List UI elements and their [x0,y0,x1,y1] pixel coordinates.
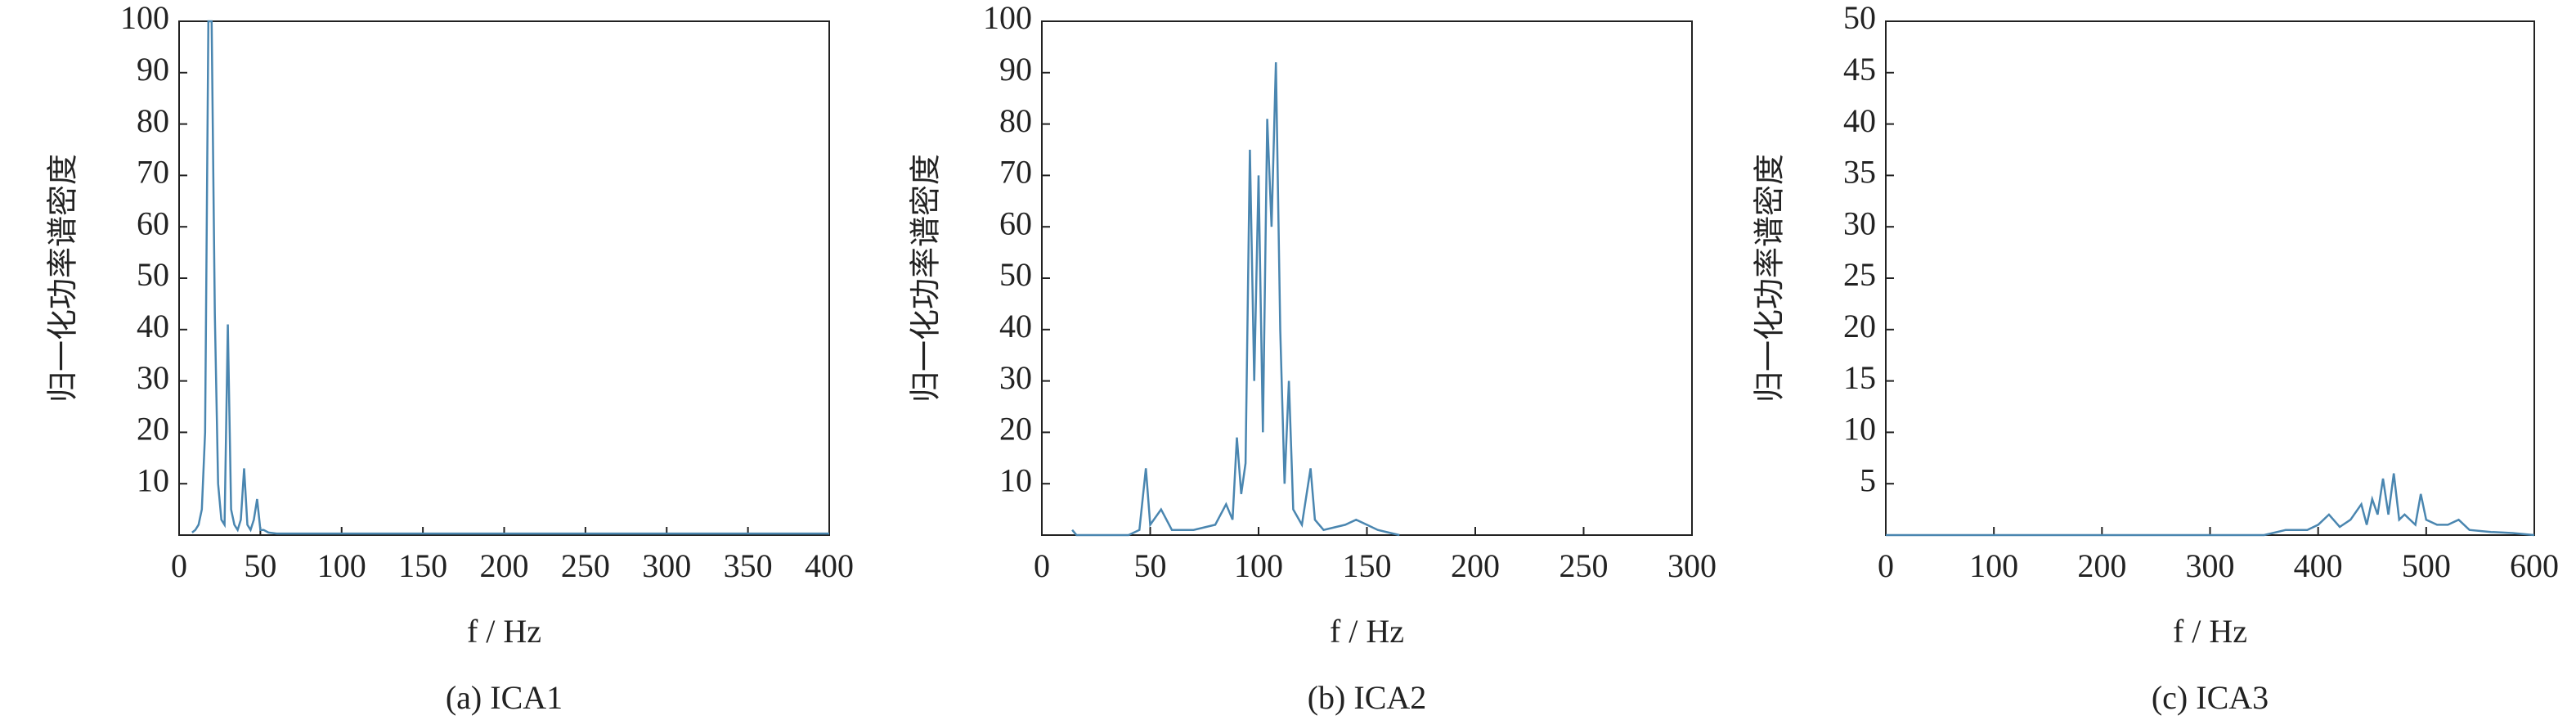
y-axis-label: 归一化功率谱密度 [45,154,81,403]
x-tick-label: 200 [1451,547,1500,584]
y-tick-label: 60 [137,205,169,241]
y-tick-label: 50 [999,256,1032,293]
x-axis-label: f / Hz [1330,613,1404,650]
y-tick-label: 20 [137,411,169,448]
y-axis-label: 归一化功率谱密度 [908,154,944,403]
x-tick-label: 100 [1234,547,1283,584]
plot-frame [1041,20,1693,536]
y-tick-label: 10 [999,461,1032,498]
x-tick-label: 400 [805,547,854,584]
y-tick-label: 80 [137,102,169,139]
y-tick-label: 15 [1843,359,1876,396]
y-tick-label: 10 [137,461,169,498]
spectrum-line [1886,473,2535,537]
caption: (a) ICA1 [446,679,563,716]
spectrum-line [191,20,829,535]
y-tick-label: 90 [137,51,169,88]
y-tick-label: 90 [999,51,1032,88]
y-tick-label: 25 [1843,256,1876,293]
spectrum-line [1071,62,1400,537]
y-tick-label: 20 [999,411,1032,448]
x-tick-label: 100 [1969,547,2018,584]
x-tick-label: 600 [2510,547,2559,584]
x-tick-label: 0 [1878,547,1894,584]
y-tick-label: 5 [1860,461,1876,498]
x-tick-label: 50 [244,547,276,584]
y-tick-label: 45 [1843,51,1876,88]
x-tick-label: 150 [1343,547,1392,584]
y-tick-label: 30 [1843,205,1876,241]
y-tick-label: 40 [999,308,1032,344]
x-tick-label: 300 [2186,547,2235,584]
y-tick-label: 50 [1843,0,1876,36]
y-tick-label: 10 [1843,411,1876,448]
x-tick-label: 350 [724,547,773,584]
plot-frame [178,20,830,536]
y-tick-label: 40 [1843,102,1876,139]
y-axis-label: 归一化功率谱密度 [1752,154,1788,403]
y-tick-label: 20 [1843,308,1876,344]
x-tick-label: 300 [642,547,691,584]
x-tick-label: 250 [561,547,610,584]
x-tick-label: 100 [317,547,366,584]
y-tick-label: 35 [1843,154,1876,191]
y-tick-label: 30 [137,359,169,396]
y-tick-label: 60 [999,205,1032,241]
x-tick-label: 300 [1667,547,1717,584]
x-tick-label: 50 [1134,547,1167,584]
caption: (c) ICA3 [2152,679,2269,716]
x-tick-label: 200 [2077,547,2126,584]
y-tick-label: 40 [137,308,169,344]
x-tick-label: 500 [2402,547,2451,584]
y-tick-label: 70 [137,154,169,191]
y-tick-label: 100 [120,0,169,36]
y-tick-label: 50 [137,256,169,293]
x-tick-label: 0 [171,547,187,584]
x-tick-label: 250 [1560,547,1609,584]
x-axis-label: f / Hz [2173,613,2247,650]
x-tick-label: 400 [2294,547,2343,584]
y-tick-label: 70 [999,154,1032,191]
caption: (b) ICA2 [1308,679,1427,716]
x-tick-label: 0 [1034,547,1050,584]
x-tick-label: 200 [480,547,529,584]
plot-frame [1885,20,2535,536]
y-tick-label: 30 [999,359,1032,396]
x-tick-label: 150 [398,547,447,584]
x-axis-label: f / Hz [467,613,541,650]
y-tick-label: 100 [983,0,1032,36]
y-tick-label: 80 [999,102,1032,139]
